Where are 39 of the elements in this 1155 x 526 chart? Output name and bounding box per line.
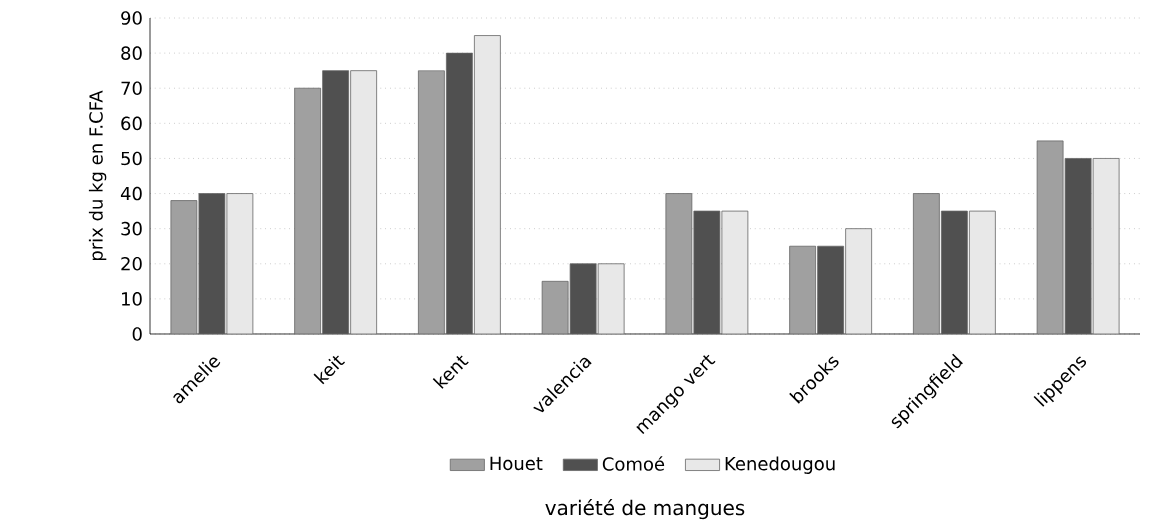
bar [417,70,445,335]
bar [569,263,597,335]
bar [912,193,940,335]
legend-label: Comoé [602,456,665,471]
bar [940,210,968,335]
y-tick-label: 50 [121,151,142,166]
x-axis-title: variété de mangues [545,499,745,520]
bar [1092,158,1120,335]
bar [817,245,845,335]
y-tick-label: 70 [121,81,142,96]
bar [473,35,501,335]
y-tick-label: 80 [121,46,142,60]
legend-label: Kenedougou [725,456,835,474]
y-tick-label: 20 [121,257,142,271]
bar [968,210,996,335]
bar [789,245,817,335]
bar [170,200,198,335]
bar [198,193,226,335]
bar [1036,140,1064,335]
y-tick-label: 60 [121,116,142,131]
y-tick-label: 0 [132,327,142,341]
bar [845,228,873,335]
y-tick-label: 30 [121,221,142,236]
bar [226,193,254,335]
bar [721,210,749,335]
x-tick-label: keit [313,355,345,385]
bar [1064,158,1092,335]
bar [350,70,378,335]
y-tick-label: 90 [121,11,142,25]
bar [445,52,473,335]
bar [597,263,625,335]
bar [322,70,350,335]
y-tick-label: 10 [122,292,142,306]
bar [665,193,693,335]
bar [693,210,721,335]
legend-label: Houet [490,456,543,471]
y-tick-label: 40 [120,186,142,201]
y-axis-title: prix du kg en F.CFA [88,90,107,261]
bar [294,87,322,335]
